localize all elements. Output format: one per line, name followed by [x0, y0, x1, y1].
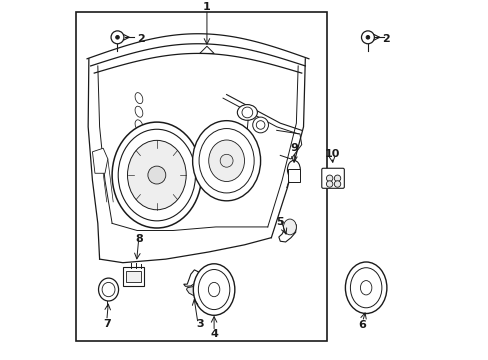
Ellipse shape	[192, 121, 260, 201]
Circle shape	[334, 175, 340, 181]
Polygon shape	[186, 286, 198, 296]
Polygon shape	[92, 148, 108, 173]
Circle shape	[361, 31, 374, 44]
Ellipse shape	[193, 264, 234, 315]
Polygon shape	[278, 220, 296, 242]
Text: 4: 4	[210, 329, 218, 339]
Ellipse shape	[127, 140, 186, 210]
Ellipse shape	[208, 140, 244, 181]
FancyBboxPatch shape	[321, 168, 344, 188]
Text: 2: 2	[137, 34, 144, 44]
Ellipse shape	[237, 104, 257, 120]
Text: 10: 10	[324, 149, 339, 159]
Circle shape	[220, 154, 233, 167]
Text: 5: 5	[276, 217, 284, 226]
FancyBboxPatch shape	[122, 267, 143, 285]
Circle shape	[111, 31, 123, 44]
Circle shape	[252, 117, 268, 133]
FancyBboxPatch shape	[126, 271, 141, 282]
Ellipse shape	[112, 122, 201, 228]
Text: 2: 2	[381, 34, 389, 44]
Circle shape	[334, 181, 340, 187]
Circle shape	[326, 175, 332, 181]
Text: 7: 7	[102, 319, 110, 329]
Ellipse shape	[283, 219, 296, 235]
Polygon shape	[183, 270, 199, 286]
Ellipse shape	[118, 129, 195, 221]
Text: 1: 1	[203, 2, 210, 12]
Circle shape	[256, 121, 264, 129]
Circle shape	[242, 107, 252, 118]
Ellipse shape	[199, 129, 254, 193]
Circle shape	[116, 36, 119, 39]
Ellipse shape	[98, 278, 118, 301]
Text: 3: 3	[196, 319, 203, 329]
Circle shape	[366, 36, 369, 39]
Text: 9: 9	[290, 143, 298, 153]
Circle shape	[326, 181, 332, 187]
Bar	[76, 12, 326, 341]
Ellipse shape	[287, 161, 300, 179]
Text: 8: 8	[135, 234, 142, 244]
Circle shape	[147, 166, 165, 184]
FancyBboxPatch shape	[287, 169, 299, 182]
Ellipse shape	[345, 262, 386, 314]
Text: 6: 6	[358, 320, 366, 330]
